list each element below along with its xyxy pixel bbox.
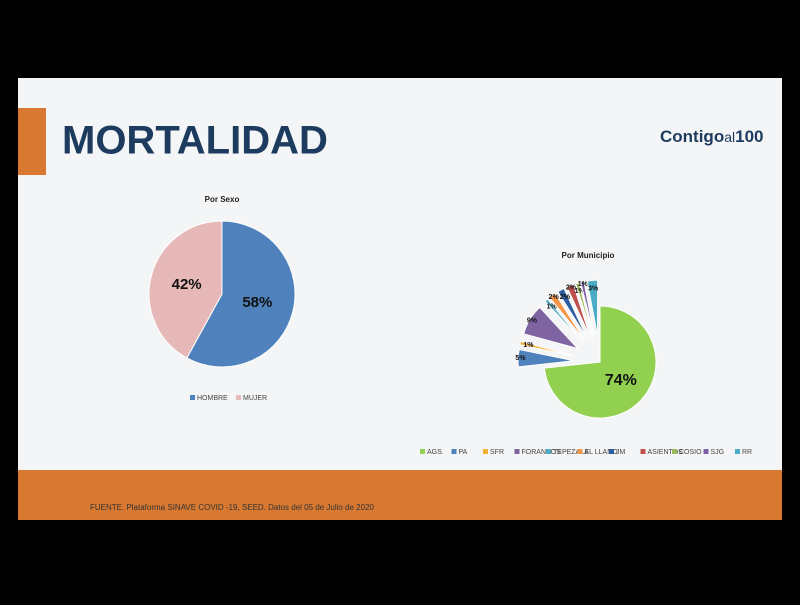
- accent-bar: [18, 108, 46, 175]
- legend-label: MUJER: [243, 395, 267, 402]
- pie-slice: [523, 306, 580, 350]
- legend-swatch: [546, 449, 551, 454]
- slide-title: MORTALIDAD: [62, 119, 328, 163]
- legend-swatch: [703, 449, 709, 454]
- legend-swatch: [735, 449, 740, 454]
- legend-swatch: [514, 449, 520, 454]
- legend-swatch: [190, 395, 195, 400]
- legend-label: TEPEZALA: [553, 449, 589, 456]
- pie-slice: [543, 305, 657, 419]
- legend-label: PA: [459, 449, 468, 456]
- data-label: 2%: [549, 294, 560, 301]
- source-note: FUENTE. Plataforma SINAVE COVID -19, SEE…: [90, 503, 375, 512]
- data-label: 1%: [575, 288, 586, 295]
- data-label: 42%: [172, 276, 202, 293]
- pie-slice: [566, 283, 591, 339]
- legend-swatch: [451, 449, 457, 454]
- footer-band: [18, 470, 782, 520]
- legend-label: HOMBRE: [197, 395, 228, 402]
- data-label: 2%: [566, 285, 577, 292]
- logo: Contigoal100: [660, 127, 763, 146]
- pie-slice: [517, 348, 575, 368]
- legend-swatch: [236, 395, 241, 400]
- legend-label: AGS.: [427, 449, 444, 456]
- legend-label: SJG: [711, 449, 725, 456]
- data-label: 74%: [605, 372, 637, 389]
- data-label: 5%: [515, 355, 526, 362]
- chart-title: Por Municipio: [562, 251, 615, 260]
- legend-swatch: [640, 449, 646, 454]
- legend-label: ASIENTOS: [648, 449, 684, 456]
- logo-part: Contigo: [660, 127, 724, 146]
- data-label: 1%: [523, 342, 534, 349]
- data-label: 3%: [588, 286, 599, 293]
- data-label: 9%: [527, 318, 538, 325]
- legend-swatch: [420, 449, 425, 454]
- legend-swatch: [483, 449, 488, 454]
- legend-label: COSIO: [679, 449, 702, 456]
- pie-slice: [544, 298, 584, 343]
- legend-swatch: [577, 449, 583, 454]
- legend-swatch: [609, 449, 614, 454]
- pie-slice: [575, 282, 594, 338]
- data-label: 2%: [560, 294, 571, 301]
- data-label: 1%: [578, 281, 589, 288]
- pie-slice: [586, 279, 599, 337]
- data-label: 1%: [547, 303, 558, 310]
- legend-label: FORANEOS: [522, 449, 562, 456]
- pie-slice: [519, 340, 575, 357]
- logo-part: al: [724, 129, 735, 145]
- data-label: 58%: [242, 294, 272, 311]
- slide: [18, 78, 782, 520]
- legend-label: SFR: [490, 449, 504, 456]
- legend-label: JM: [616, 449, 626, 456]
- legend-swatch: [672, 449, 677, 454]
- logo-part: 100: [735, 127, 763, 146]
- chart-title: Por Sexo: [205, 195, 240, 204]
- pie-slice: [148, 220, 223, 359]
- legend-label: EL LLANO: [585, 449, 619, 456]
- pie-slice: [557, 287, 589, 340]
- pie-slice: [186, 220, 296, 368]
- pie-slice: [579, 281, 595, 337]
- legend-label: RR: [742, 449, 752, 456]
- pie-slice: [548, 292, 586, 342]
